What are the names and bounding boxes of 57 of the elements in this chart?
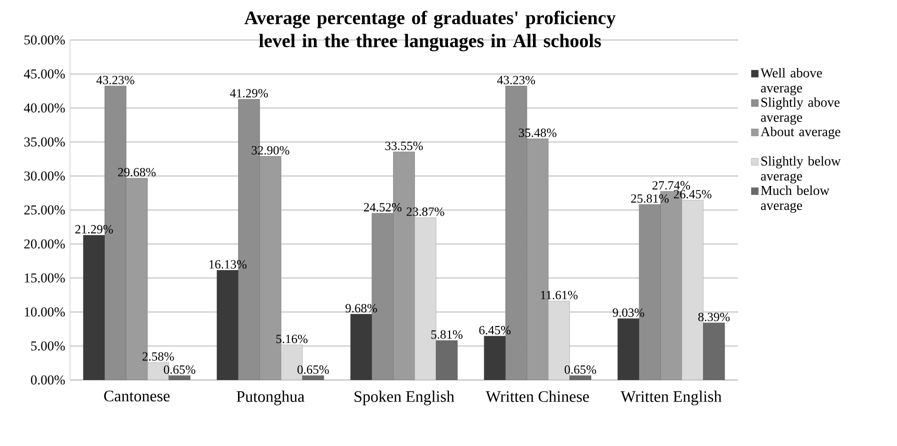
bar <box>436 340 458 380</box>
y-tick-label: 50.00% <box>24 35 65 45</box>
legend-label: Much below average <box>760 185 830 213</box>
y-tick-label: 15.00% <box>24 273 65 283</box>
data-label: 26.45% <box>674 190 712 198</box>
data-label: 5.81% <box>431 330 462 339</box>
data-label: 0.65% <box>164 365 196 374</box>
data-label: 8.39% <box>698 312 730 322</box>
data-label: 32.90% <box>252 146 290 155</box>
data-label: 11.61% <box>541 290 578 300</box>
bar <box>350 314 372 380</box>
data-label: 16.13% <box>209 260 246 269</box>
legend-label: Slightly above average <box>760 97 840 125</box>
y-tick-label: 5.00% <box>31 341 65 351</box>
data-label: 0.65% <box>564 365 596 374</box>
bar <box>216 270 238 380</box>
y-tick-label: 35.00% <box>24 137 65 147</box>
y-tick-label: 0.00% <box>30 375 65 385</box>
data-label: 9.68% <box>346 304 377 312</box>
chart-title: Average percentage of graduates' proficiency level in the three languages in All schools <box>244 10 616 52</box>
y-tick-label: 25.00% <box>24 205 65 215</box>
x-tick-label: Spoken English <box>354 390 454 406</box>
data-label: 43.23% <box>497 76 536 84</box>
data-label: 43.23% <box>96 76 134 84</box>
y-tick-label: 40.00% <box>24 103 65 113</box>
data-label: 41.29% <box>230 89 268 98</box>
bar <box>484 336 506 380</box>
data-label: 29.68% <box>118 168 156 176</box>
legend-label: About average <box>760 126 840 140</box>
bar <box>703 322 725 380</box>
x-tick-label: Cantonese <box>104 390 170 402</box>
legend-label: Well above average <box>760 68 822 96</box>
data-label: 33.55% <box>385 142 423 150</box>
y-tick-label: 30.00% <box>24 171 65 181</box>
data-label: 21.29% <box>75 225 113 234</box>
data-label: 23.87% <box>406 207 444 216</box>
bar <box>570 375 592 380</box>
data-label: 25.81% <box>631 194 669 203</box>
data-label: 27.74% <box>652 181 690 190</box>
bar <box>168 375 190 380</box>
legend-label: Slightly below average <box>760 156 841 184</box>
data-label: 5.16% <box>276 334 308 344</box>
data-label: 35.48% <box>518 128 556 138</box>
y-tick-label: 10.00% <box>24 307 65 317</box>
bar <box>83 235 105 380</box>
data-label: 6.45% <box>479 326 511 334</box>
y-tick-label: 45.00% <box>24 69 65 79</box>
x-tick-label: Written English <box>620 390 722 406</box>
x-tick-label: Written Chinese <box>486 390 589 402</box>
data-label: 2.58% <box>142 352 174 361</box>
y-tick-label: 20.00% <box>24 239 65 249</box>
bar <box>618 318 640 380</box>
data-label: 24.52% <box>364 203 402 212</box>
data-label: 9.03% <box>612 308 644 317</box>
bar <box>302 375 324 380</box>
data-label: 0.65% <box>297 365 329 374</box>
x-tick-label: Putonghua <box>236 390 304 406</box>
